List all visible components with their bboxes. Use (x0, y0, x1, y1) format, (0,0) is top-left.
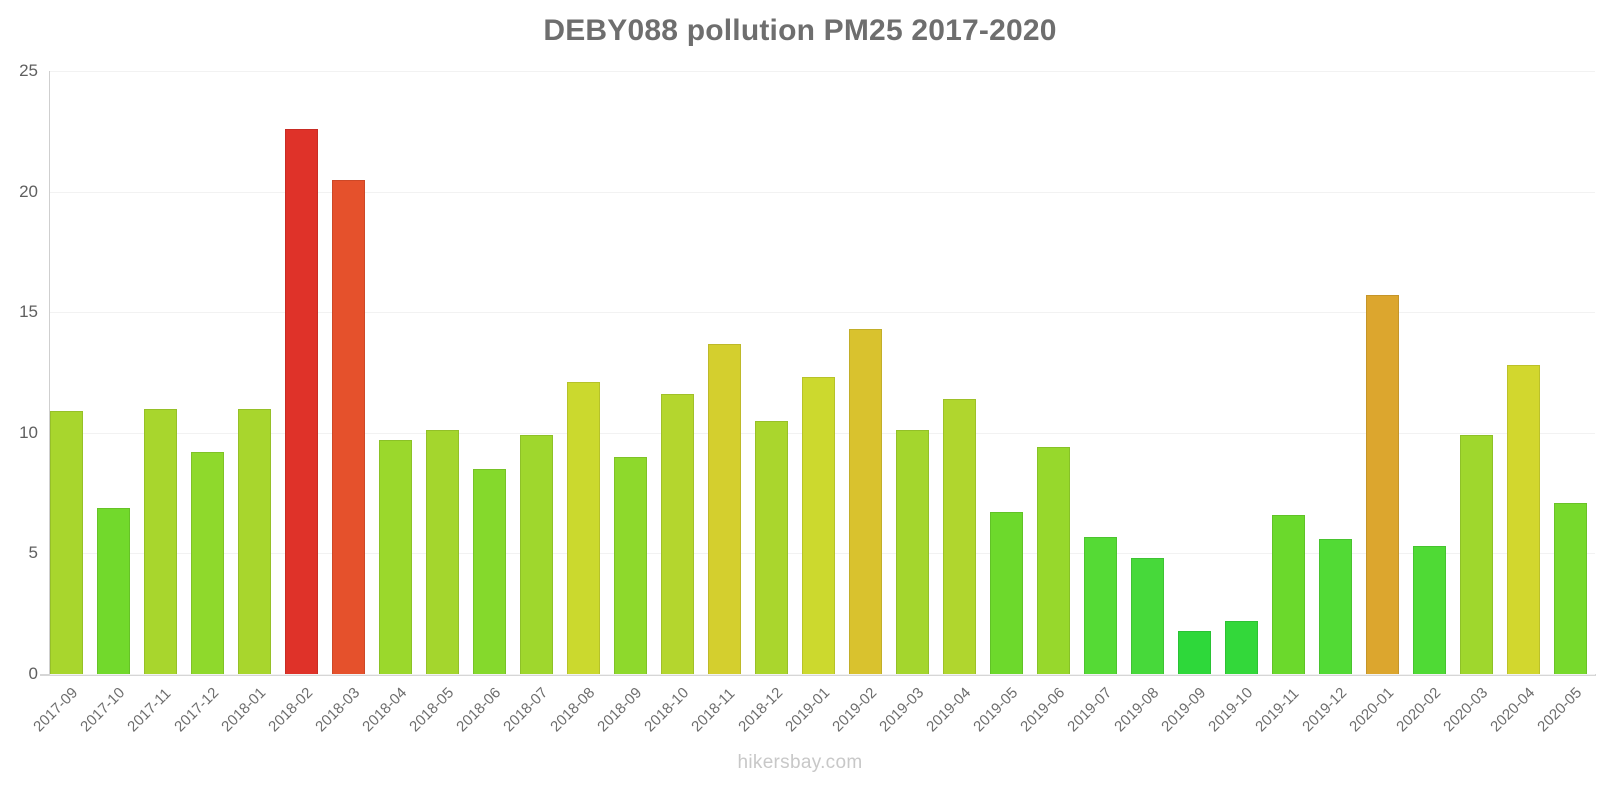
bar[interactable] (755, 420, 788, 674)
x-axis-tick-label: 2020-05 (1533, 684, 1585, 736)
y-axis-tick-label: 10 (19, 422, 38, 442)
x-axis-tick-label: 2019-10 (1204, 684, 1256, 736)
x-axis-tick-label: 2019-05 (969, 684, 1021, 736)
x-axis-tick-label: 2018-01 (217, 684, 269, 736)
bar[interactable] (1084, 536, 1117, 674)
x-axis-tick-label: 2018-12 (734, 684, 786, 736)
x-axis-tick-label: 2019-08 (1110, 684, 1162, 736)
bar[interactable] (1178, 630, 1211, 674)
bar[interactable] (661, 394, 694, 674)
bar[interactable] (849, 329, 882, 674)
y-axis-tick-label: 25 (19, 61, 38, 80)
bar[interactable] (191, 452, 224, 674)
x-axis-tick-label: 2019-02 (828, 684, 880, 736)
x-axis-tick-label: 2019-07 (1063, 684, 1115, 736)
gridline (50, 191, 1595, 193)
bar[interactable] (1131, 558, 1164, 674)
bar[interactable] (1507, 365, 1540, 674)
bar[interactable] (1366, 295, 1399, 674)
x-axis-tick-label: 2019-04 (922, 684, 974, 736)
y-axis-tick-label: 5 (28, 543, 38, 563)
bar[interactable] (473, 468, 506, 674)
bar[interactable] (1272, 514, 1305, 674)
gridline (50, 312, 1595, 314)
x-axis-tick-label: 2017-10 (76, 684, 128, 736)
bar[interactable] (1413, 546, 1446, 674)
x-axis-tick-label: 2020-02 (1392, 684, 1444, 736)
bar[interactable] (990, 512, 1023, 674)
x-axis-tick-label: 2018-10 (640, 684, 692, 736)
bar[interactable] (943, 399, 976, 674)
bar[interactable] (50, 411, 83, 674)
bar[interactable] (614, 456, 647, 674)
x-axis-tick-label: 2017-12 (170, 684, 222, 736)
x-axis-tick-label: 2020-03 (1439, 684, 1491, 736)
x-axis-tick-label: 2018-08 (546, 684, 598, 736)
bar[interactable] (97, 507, 130, 674)
x-axis-tick-label: 2018-04 (358, 684, 410, 736)
y-axis-tick-label: 15 (19, 302, 38, 322)
x-axis-tick-label: 2019-09 (1157, 684, 1209, 736)
bar[interactable] (238, 408, 271, 674)
x-axis-tick-label: 2017-09 (29, 684, 81, 736)
x-axis-tick-label: 2018-11 (687, 685, 738, 736)
x-axis-tick-label: 2018-09 (593, 684, 645, 736)
chart-title: DEBY088 pollution PM25 2017-2020 (543, 14, 1057, 47)
bar[interactable] (1460, 435, 1493, 674)
bar[interactable] (379, 440, 412, 674)
y-axis-tick-label: 0 (28, 664, 38, 683)
plot-area (50, 71, 1595, 675)
x-axis-tick-label: 2018-06 (452, 684, 504, 736)
x-axis-tick-label: 2017-11 (123, 685, 174, 736)
bar[interactable] (896, 430, 929, 674)
x-axis-line (40, 674, 1596, 676)
x-axis-tick-label: 2019-03 (875, 684, 927, 736)
bar[interactable] (802, 377, 835, 674)
x-axis-tick-label: 2019-01 (781, 684, 833, 736)
bar[interactable] (520, 435, 553, 674)
gridline (50, 71, 1595, 72)
bar[interactable] (567, 382, 600, 674)
bar[interactable] (144, 408, 177, 674)
bar[interactable] (1037, 447, 1070, 674)
footer-credit: hikersbay.com (737, 752, 863, 773)
x-axis-tick-label: 2019-11 (1251, 685, 1302, 736)
x-axis-tick-label: 2019-12 (1298, 684, 1350, 736)
gridline (50, 674, 1595, 675)
bar[interactable] (426, 430, 459, 674)
bar[interactable] (285, 128, 318, 674)
x-axis-tick-label: 2020-01 (1345, 684, 1397, 736)
bar[interactable] (1319, 538, 1352, 674)
x-axis-tick-label: 2019-06 (1016, 684, 1068, 736)
bar[interactable] (708, 343, 741, 674)
bar[interactable] (332, 179, 365, 674)
bar[interactable] (1225, 620, 1258, 674)
bar[interactable] (1554, 502, 1587, 674)
x-axis-tick-label: 2018-03 (311, 684, 363, 736)
y-axis-line (49, 71, 50, 675)
y-axis-tick-label: 20 (19, 181, 38, 201)
x-axis-tick-label: 2018-02 (264, 684, 316, 736)
x-axis-tick-label: 2018-05 (405, 684, 457, 736)
x-axis-tick-label: 2018-07 (499, 684, 551, 736)
x-axis-tick-label: 2020-04 (1486, 684, 1538, 736)
